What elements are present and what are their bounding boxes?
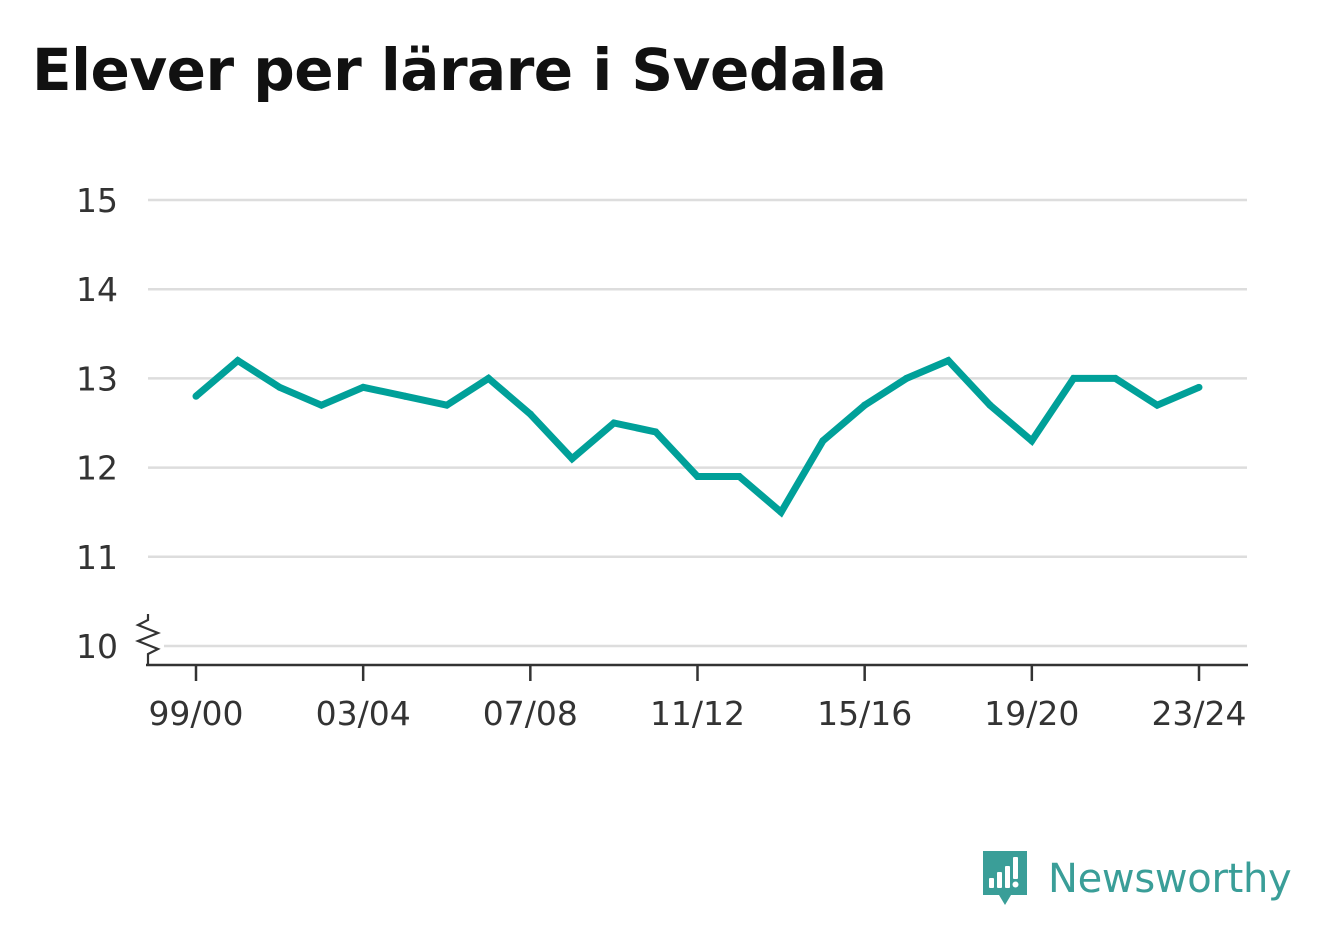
data-point: [1195, 383, 1203, 391]
data-point: [1028, 437, 1036, 445]
data-point: [526, 410, 534, 418]
data-point: [819, 437, 827, 445]
y-axis-ticks: 10 11 12 13 14 15: [76, 181, 118, 666]
data-point: [902, 374, 910, 382]
y-tick-label: 11: [76, 538, 118, 577]
data-point: [777, 508, 785, 516]
series-layer: [192, 356, 1203, 518]
brand-name: Newsworthy: [1048, 856, 1292, 902]
data-point: [485, 374, 493, 382]
data-point: [568, 455, 576, 463]
data-point: [401, 392, 409, 400]
data-point: [652, 428, 660, 436]
x-tick-label: 03/04: [316, 694, 411, 733]
chart-title: Elever per lärare i Svedala: [32, 36, 887, 104]
y-tick-label: 15: [76, 181, 118, 220]
data-point: [359, 383, 367, 391]
y-tick-label: 14: [76, 270, 118, 309]
x-tick-label: 07/08: [483, 694, 578, 733]
data-point: [317, 401, 325, 409]
y-tick-label: 10: [76, 627, 118, 666]
y-tick-label: 12: [76, 449, 118, 488]
data-point: [234, 357, 242, 365]
data-point: [1153, 401, 1161, 409]
series-line: [193, 356, 1201, 518]
data-point: [944, 357, 952, 365]
data-point: [1111, 374, 1119, 382]
data-point: [694, 473, 701, 481]
x-tick-label: 15/16: [817, 694, 912, 733]
x-tick-label: 19/20: [984, 694, 1079, 733]
data-point: [443, 401, 451, 409]
y-axis-break-icon: [135, 614, 161, 665]
data-point: [610, 419, 618, 427]
x-tick-label: 11/12: [650, 694, 745, 733]
x-axis-ticks: 99/00 03/04 07/08 11/12 15/16 19/20 23/24: [148, 665, 1247, 733]
data-point: [735, 473, 743, 481]
data-point: [986, 401, 994, 409]
x-tick-label: 23/24: [1151, 694, 1246, 733]
y-tick-label: 13: [76, 359, 118, 398]
brand-logo: Newsworthy: [980, 848, 1292, 910]
x-tick-label: 99/00: [148, 694, 243, 733]
data-point: [276, 383, 284, 391]
gridlines: [148, 198, 1247, 648]
data-point: [1070, 374, 1078, 382]
data-point: [861, 401, 869, 409]
newsworthy-logo-icon: [983, 851, 1027, 905]
data-point: [192, 392, 200, 400]
